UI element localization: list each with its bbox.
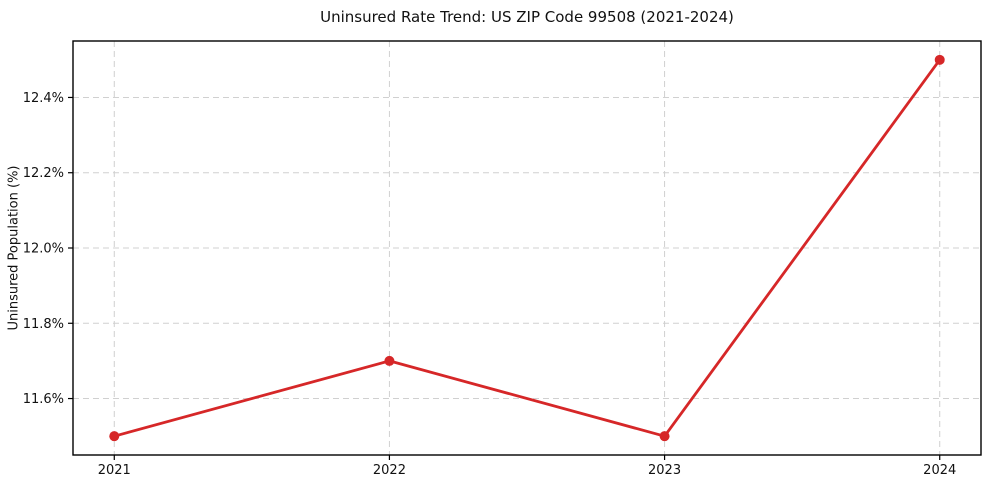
data-point <box>659 431 670 442</box>
y-tick-label: 11.8% <box>23 317 64 332</box>
x-tick-label: 2021 <box>98 463 131 478</box>
data-point <box>934 54 945 65</box>
y-tick-label: 11.6% <box>23 392 64 407</box>
trend-line <box>112 58 942 438</box>
y-tick-label: 12.2% <box>23 166 64 181</box>
y-tick-label: 12.0% <box>23 242 64 257</box>
data-point <box>384 355 395 366</box>
x-tick-label: 2024 <box>923 463 956 478</box>
y-tick-label: 12.4% <box>23 91 64 106</box>
x-tick-label: 2023 <box>648 463 681 478</box>
data-point <box>109 431 120 442</box>
chart-title: Uninsured Rate Trend: US ZIP Code 99508 … <box>320 8 734 26</box>
x-tick-label: 2022 <box>373 463 406 478</box>
